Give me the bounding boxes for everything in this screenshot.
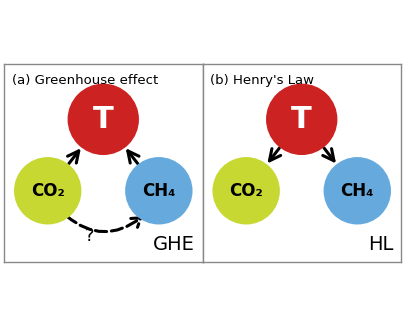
Circle shape [214,159,278,223]
Text: CO₂: CO₂ [229,182,263,200]
Circle shape [127,159,191,223]
Circle shape [16,159,79,223]
Text: ?: ? [85,228,94,245]
Text: GHE: GHE [153,235,194,254]
FancyArrowPatch shape [67,216,141,232]
Circle shape [326,159,389,223]
Text: CH₄: CH₄ [142,182,176,200]
Text: (a) Greenhouse effect: (a) Greenhouse effect [12,74,158,87]
Text: CH₄: CH₄ [341,182,374,200]
Text: HL: HL [368,235,393,254]
Circle shape [268,86,335,153]
Text: T: T [291,105,312,134]
Text: CO₂: CO₂ [31,182,64,200]
Circle shape [70,86,137,153]
Text: (b) Henry's Law: (b) Henry's Law [211,74,314,87]
Text: T: T [93,105,114,134]
